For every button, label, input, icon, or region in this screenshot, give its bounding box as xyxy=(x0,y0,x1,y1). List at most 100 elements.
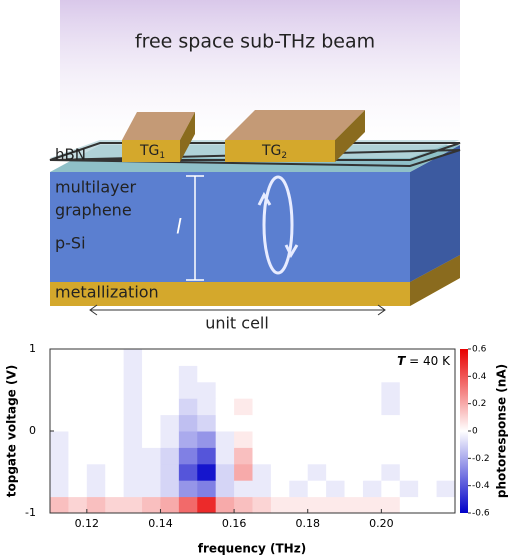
current-loop xyxy=(262,175,294,275)
heatmap-cell xyxy=(86,447,106,465)
heatmap-cell xyxy=(270,496,290,514)
heatmap-cell xyxy=(326,480,346,498)
heatmap-cell xyxy=(362,496,382,514)
layer-label: hBN xyxy=(55,146,86,164)
heatmap-cell xyxy=(344,496,364,514)
heatmap-cell xyxy=(50,463,69,481)
heatmap-cell xyxy=(123,381,143,399)
unit-cell-label: unit cell xyxy=(205,314,269,333)
heatmap-cell xyxy=(234,480,253,498)
heatmap-cell xyxy=(344,463,364,481)
heatmap-cell xyxy=(252,398,272,416)
annotation-text: = 40 K xyxy=(409,354,451,368)
heatmap-cell xyxy=(307,365,327,383)
heatmap-cell xyxy=(252,431,272,448)
heatmap-cell xyxy=(326,365,346,383)
heatmap-cell xyxy=(307,480,327,498)
layer-label: metallization xyxy=(55,283,159,302)
heatmap-cell xyxy=(160,463,180,481)
heatmap-cell xyxy=(178,381,198,399)
heatmap-cell xyxy=(160,365,180,383)
x-tick-label: 0.16 xyxy=(222,517,247,530)
metallization-side xyxy=(410,255,460,306)
heatmap-cell xyxy=(381,398,401,416)
heatmap-cell xyxy=(418,414,438,432)
heatmap-cell xyxy=(381,431,401,448)
unit-cell-arrow xyxy=(89,304,386,316)
heatmap-cell xyxy=(68,463,88,481)
heatmap-cell xyxy=(197,381,217,399)
colorbar-tick-label: 0.6 xyxy=(472,345,487,355)
heatmap-cell xyxy=(252,381,272,399)
heatmap-cell xyxy=(289,496,309,514)
heatmap-cell xyxy=(142,365,161,383)
heatmap-cell xyxy=(289,480,309,498)
colorbar-tick-label: -0.2 xyxy=(472,454,490,464)
heatmap-cell xyxy=(436,431,456,448)
heatmap-cell xyxy=(436,381,456,399)
heatmap-cell xyxy=(381,447,401,465)
heatmap-cell xyxy=(234,365,253,383)
heatmap-cell xyxy=(234,463,253,481)
heatmap-cell xyxy=(142,431,161,448)
heatmap-cell xyxy=(123,431,143,448)
heatmap-cell xyxy=(68,365,88,383)
heatmap-cell xyxy=(234,349,253,366)
gate-side xyxy=(180,112,195,162)
heatmap-cell xyxy=(215,349,235,366)
colorbar-tick-label: 0.2 xyxy=(472,399,486,409)
heatmap-cell xyxy=(178,398,198,416)
heatmap-cell xyxy=(289,447,309,465)
heatmap-cell xyxy=(399,349,419,366)
heatmap-cell xyxy=(178,365,198,383)
heatmap-cell xyxy=(160,447,180,465)
heatmap-cell xyxy=(381,365,401,383)
heatmap-cell xyxy=(307,447,327,465)
gate-name: TG xyxy=(139,143,159,159)
heatmap-cell xyxy=(68,447,88,465)
x-tick-label: 0.14 xyxy=(148,517,173,530)
heatmap-cell xyxy=(252,447,272,465)
heatmap-cell xyxy=(123,447,143,465)
heatmap-cell xyxy=(160,381,180,399)
heatmap-cell xyxy=(399,398,419,416)
heatmap-cell xyxy=(86,431,106,448)
heatmap-cell xyxy=(270,365,290,383)
heatmap-cell xyxy=(344,447,364,465)
heatmap-cell xyxy=(362,365,382,383)
heatmap-cell xyxy=(197,447,217,465)
heatmap-cell xyxy=(289,463,309,481)
heatmap-cell xyxy=(399,414,419,432)
heatmap-cell xyxy=(326,381,346,399)
heatmap-cell xyxy=(178,496,198,514)
heatmap-cell xyxy=(399,480,419,498)
heatmap-cell xyxy=(362,431,382,448)
heatmap-cell xyxy=(86,414,106,432)
heatmap-cell xyxy=(289,431,309,448)
heatmap-cell xyxy=(68,381,88,399)
heatmap-cell xyxy=(68,414,88,432)
heatmap-cell xyxy=(418,496,438,514)
y-tick-label: 1 xyxy=(29,342,36,355)
heatmap-cell xyxy=(123,463,143,481)
gate-1 xyxy=(122,140,180,162)
heatmap-cell xyxy=(197,431,217,448)
heatmap-cell xyxy=(362,398,382,416)
colorbar-tick-label: 0 xyxy=(472,427,478,437)
heatmap-cell xyxy=(123,349,143,366)
heatmap-cell xyxy=(362,349,382,366)
substrate-side xyxy=(410,145,460,282)
gate-name: TG xyxy=(261,143,281,159)
heatmap-cell xyxy=(197,349,217,366)
heatmap-cell xyxy=(105,398,125,416)
x-tick-label: 0.20 xyxy=(369,517,394,530)
heatmap-cell xyxy=(418,381,438,399)
heatmap-cell xyxy=(197,414,217,432)
heatmap-cell xyxy=(289,365,309,383)
heatmap-cell xyxy=(381,349,401,366)
heatmap-cell xyxy=(234,414,253,432)
heatmap-cell xyxy=(436,463,456,481)
heatmap-cell xyxy=(436,447,456,465)
heatmap-cell xyxy=(105,414,125,432)
